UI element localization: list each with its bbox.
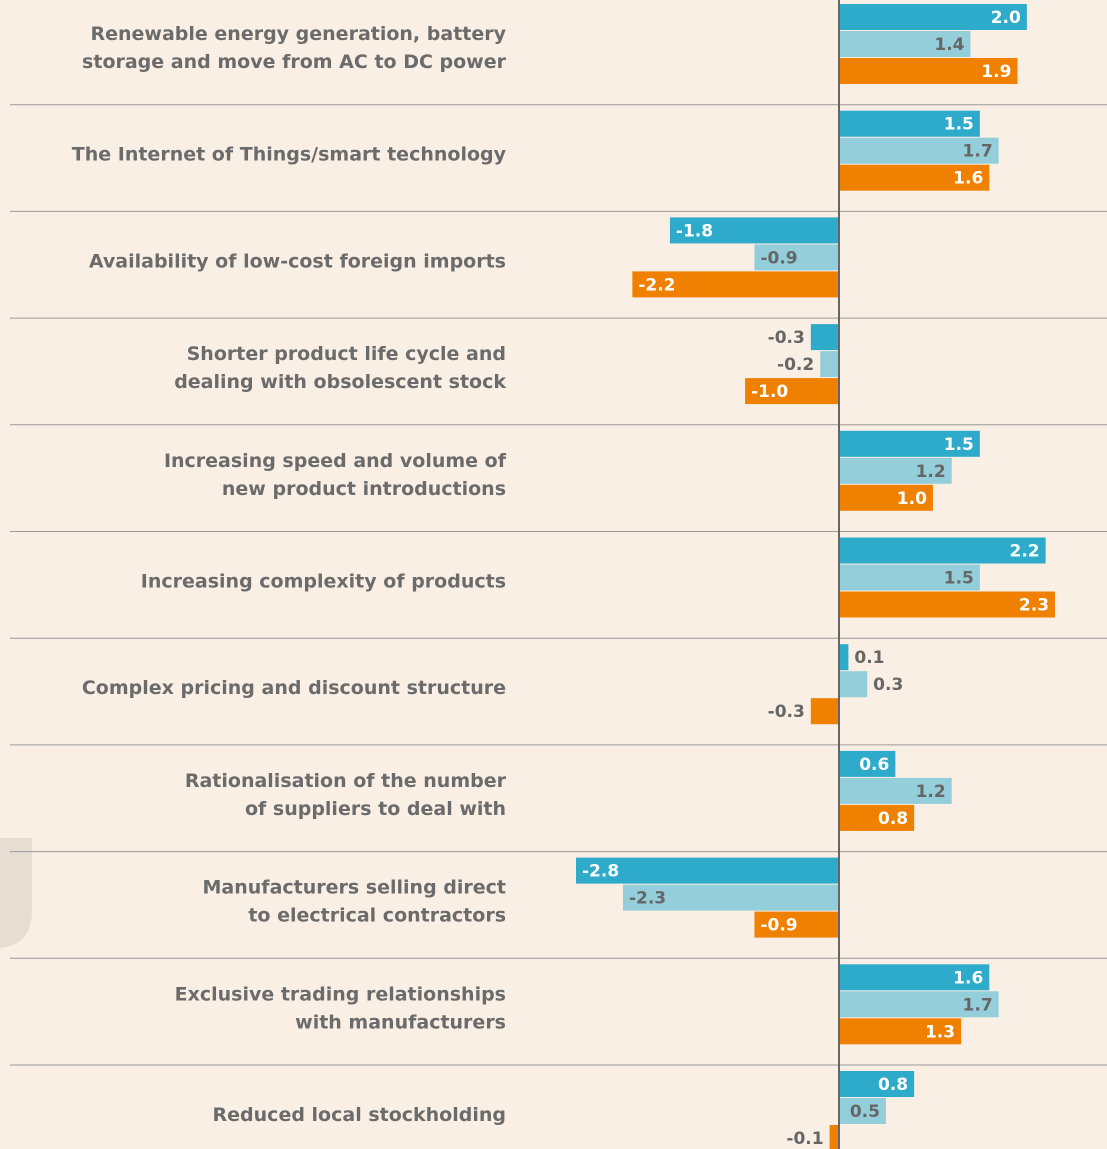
value-label: 1.0 [897,489,927,509]
value-label: 1.2 [916,462,946,482]
value-label: -1.8 [676,221,713,241]
bar [839,110,980,137]
bar [839,484,933,511]
value-label: -0.1 [786,1129,823,1149]
bar [839,457,952,484]
category-label: Increasing complexity of products [141,571,506,593]
value-label: 2.3 [1019,596,1049,616]
category-label: to electrical contractors [248,905,506,927]
bar [839,991,999,1018]
category-label: Manufacturers selling direct [203,877,506,899]
bar [839,964,990,991]
category-label: The Internet of Things/smart technology [72,144,507,166]
bar [839,164,990,191]
bar [810,698,839,725]
bar [839,31,971,57]
value-label: -2.3 [629,889,666,909]
category-label: of suppliers to deal with [245,798,506,820]
value-label: 1.9 [981,62,1011,82]
value-label: 1.3 [925,1022,955,1042]
bar [839,804,915,831]
bar [839,58,1018,84]
separators [10,104,1107,1066]
value-label: 0.8 [878,1075,908,1095]
bar [745,378,839,405]
bar [754,244,839,271]
category-label: with manufacturers [295,1011,506,1033]
bars [576,4,1056,1149]
value-label: -0.3 [768,702,805,722]
value-label: 0.6 [859,755,889,775]
category-label: Exclusive trading relationships [175,983,506,1005]
category-label: new product introductions [222,478,506,500]
value-label: -0.9 [760,248,797,268]
category-label: Availability of low-cost foreign imports [89,250,506,272]
value-label: -0.2 [777,355,814,375]
bar [839,137,999,164]
category-label: Shorter product life cycle and [187,343,506,365]
bar [810,324,839,351]
value-label: 1.4 [934,35,964,55]
value-label: 1.5 [944,569,974,589]
value-label: 0.3 [873,675,903,695]
bar [839,777,952,804]
value-label: 2.2 [1010,542,1040,562]
value-label: 1.5 [944,435,974,455]
bar [839,644,849,671]
bar [839,430,980,457]
value-label: 0.5 [850,1102,880,1122]
value-label: 1.2 [916,782,946,802]
bar [839,1018,962,1045]
bar [839,671,868,698]
category-label: Renewable energy generation, battery [90,23,506,45]
category-label: Reduced local stockholding [213,1104,506,1126]
bar [669,217,839,244]
value-label: 1.6 [953,169,983,189]
bar [754,911,839,938]
value-label: 0.8 [878,809,908,829]
category-label: Increasing speed and volume of [164,450,507,472]
bar [839,591,1056,618]
category-label: storage and move from AC to DC power [82,51,507,73]
bar [632,271,839,298]
bar [820,351,839,378]
bar [622,884,839,911]
bar [829,1125,839,1149]
value-label: -2.8 [582,862,619,882]
bar [839,750,896,777]
bar [839,1071,915,1097]
value-label: 0.1 [854,648,884,668]
value-label: -0.9 [760,916,797,936]
category-label: Rationalisation of the number [185,770,507,792]
value-label: 1.7 [963,142,993,162]
category-label: dealing with obsolescent stock [174,371,506,393]
bar [839,4,1027,30]
value-label: -1.0 [751,382,788,402]
bar [839,1098,886,1124]
bar [839,564,980,591]
value-label: 1.5 [944,115,974,135]
bar [839,537,1046,564]
value-label: 1.7 [963,995,993,1015]
value-label: -2.2 [638,275,675,295]
value-label: 1.6 [953,968,983,988]
value-label: -0.3 [768,328,805,348]
category-label: Complex pricing and discount structure [82,677,506,699]
bar [576,857,839,884]
value-label: 2.0 [991,8,1021,28]
decoration [0,838,32,948]
